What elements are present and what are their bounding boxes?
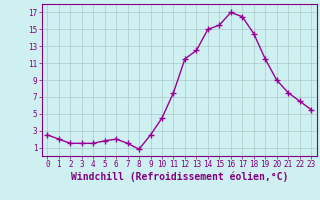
X-axis label: Windchill (Refroidissement éolien,°C): Windchill (Refroidissement éolien,°C) bbox=[70, 172, 288, 182]
